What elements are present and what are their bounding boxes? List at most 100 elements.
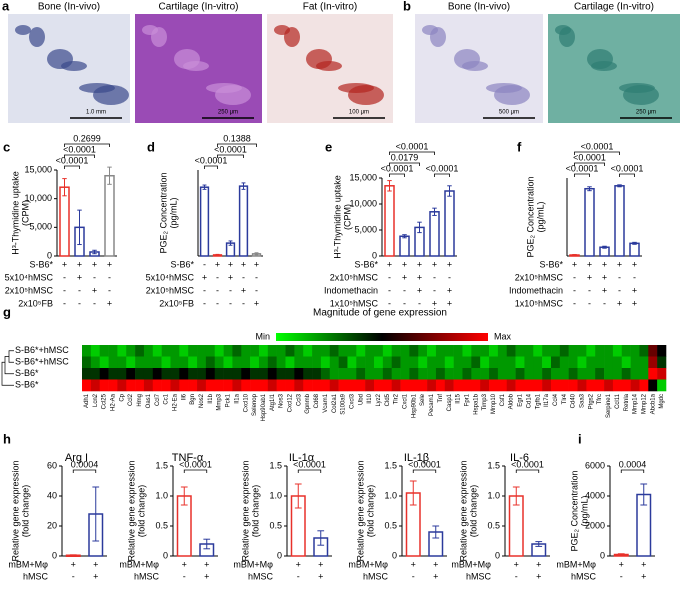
heat-cell: [400, 368, 410, 380]
y-tick-label: 1.5: [155, 460, 168, 470]
panel-letter: h: [3, 431, 11, 446]
heat-cell: [214, 345, 224, 357]
heat-cell: [170, 379, 180, 392]
y-tick-label: 0.5: [487, 520, 500, 530]
heat-cell: [391, 368, 401, 380]
tissue: [494, 85, 530, 105]
y-axis-label: (fold change): [136, 485, 146, 538]
condition-sign: +: [254, 298, 259, 308]
gene-label: Lyz2: [376, 393, 382, 406]
bar: [429, 211, 440, 257]
heat-cell: [232, 356, 242, 369]
condition-sign: -: [229, 285, 232, 295]
heat-cell: [135, 368, 145, 380]
heat-cell: [214, 379, 224, 392]
heat-cell: [568, 356, 578, 369]
heat-cell: [568, 379, 578, 392]
condition-sign: +: [296, 559, 301, 569]
y-tick-label: 0: [163, 550, 168, 560]
heat-cell: [418, 356, 428, 369]
condition-sign: +: [572, 259, 577, 269]
heat-cell: [515, 345, 525, 357]
y-axis-label: PGE₂ Concentration: [569, 470, 579, 551]
heat-cell: [489, 356, 499, 369]
gene-label: Pecam1: [429, 393, 435, 416]
heat-cell: [639, 379, 649, 392]
gene-label: Col2a1: [332, 393, 338, 413]
condition-sign: +: [632, 285, 637, 295]
comparison-bracket: [412, 469, 437, 473]
heat-cell: [524, 356, 534, 369]
gene-label: Lcn2: [93, 393, 99, 407]
heat-cell: [391, 345, 401, 357]
heat-cell: [533, 368, 543, 380]
condition-sign: -: [78, 298, 81, 308]
y-tick-label: 5,000: [354, 224, 377, 234]
y-tick-label: 0: [392, 550, 397, 560]
heat-cell: [409, 356, 419, 369]
gene-label: H2-Ea: [172, 393, 178, 411]
heat-cell: [497, 345, 508, 357]
condition-sign: -: [229, 298, 232, 308]
heat-cell: [197, 379, 207, 392]
scale-label: 500 μm: [499, 110, 519, 116]
heat-cell: [453, 379, 463, 392]
gene-label: Tgfb1: [535, 393, 541, 409]
y-tick-label: 60: [47, 460, 57, 470]
heat-cell: [612, 345, 623, 357]
heat-cell: [126, 345, 136, 357]
gene-label: Tnf: [438, 394, 444, 403]
gene-label: Cp: [119, 393, 125, 401]
condition-sign: +: [641, 559, 646, 569]
tissue: [15, 25, 31, 35]
condition-sign: +: [202, 272, 207, 282]
row-label: S-B6*+hMSC: [15, 345, 69, 355]
heat-cell: [152, 356, 162, 369]
heat-cell: [329, 345, 339, 357]
y-tick-label: 1.0: [155, 490, 168, 500]
image-label: Fat (In-vitro): [303, 2, 357, 13]
y-tick-label: 1.5: [269, 460, 282, 470]
heat-cell: [506, 345, 516, 357]
heat-cell: [108, 379, 118, 392]
heat-cell: [542, 356, 552, 369]
condition-sign: -: [93, 298, 96, 308]
heat-cell: [338, 379, 348, 392]
heat-cell: [462, 345, 472, 357]
gene-label: Cxcl12: [288, 393, 294, 412]
heat-cell: [506, 379, 516, 392]
gene-label: Mmp12: [641, 393, 647, 414]
bar: [59, 186, 70, 257]
condition-sign: -: [603, 298, 606, 308]
heat-cell: [506, 356, 516, 369]
p-value: <0.0001: [381, 163, 414, 173]
comparison-bracket: [183, 469, 208, 473]
heat-cell: [533, 356, 543, 369]
y-tick-label: 6000: [585, 460, 605, 470]
heat-cell: [108, 345, 118, 357]
gene-label: H2-Aa: [111, 393, 117, 411]
comparison-bracket: [620, 469, 645, 473]
tissue: [183, 61, 209, 71]
heat-cell: [604, 356, 614, 369]
heat-cell: [135, 356, 145, 369]
heat-cell: [152, 345, 162, 357]
heat-cell: [241, 345, 251, 357]
heat-cell: [241, 356, 251, 369]
heat-cell: [400, 345, 410, 357]
condition-label: 2x10⁵hMSC: [146, 285, 195, 295]
condition-sign: -: [620, 571, 623, 581]
condition-sign: -: [63, 285, 66, 295]
gene-label: Ccl3: [296, 393, 302, 406]
bar: [238, 185, 249, 257]
heat-cell: [648, 368, 658, 380]
y-axis-label: H³-Thymidine uptake: [10, 171, 20, 255]
heat-cell: [586, 345, 596, 357]
heat-cell: [427, 379, 437, 392]
y-tick-label: 0: [52, 550, 57, 560]
condition-sign: -: [515, 571, 518, 581]
condition-label: hMSC: [248, 571, 274, 581]
heat-cell: [542, 368, 552, 380]
condition-sign: -: [388, 285, 391, 295]
gene-label: Nos3: [279, 393, 285, 408]
